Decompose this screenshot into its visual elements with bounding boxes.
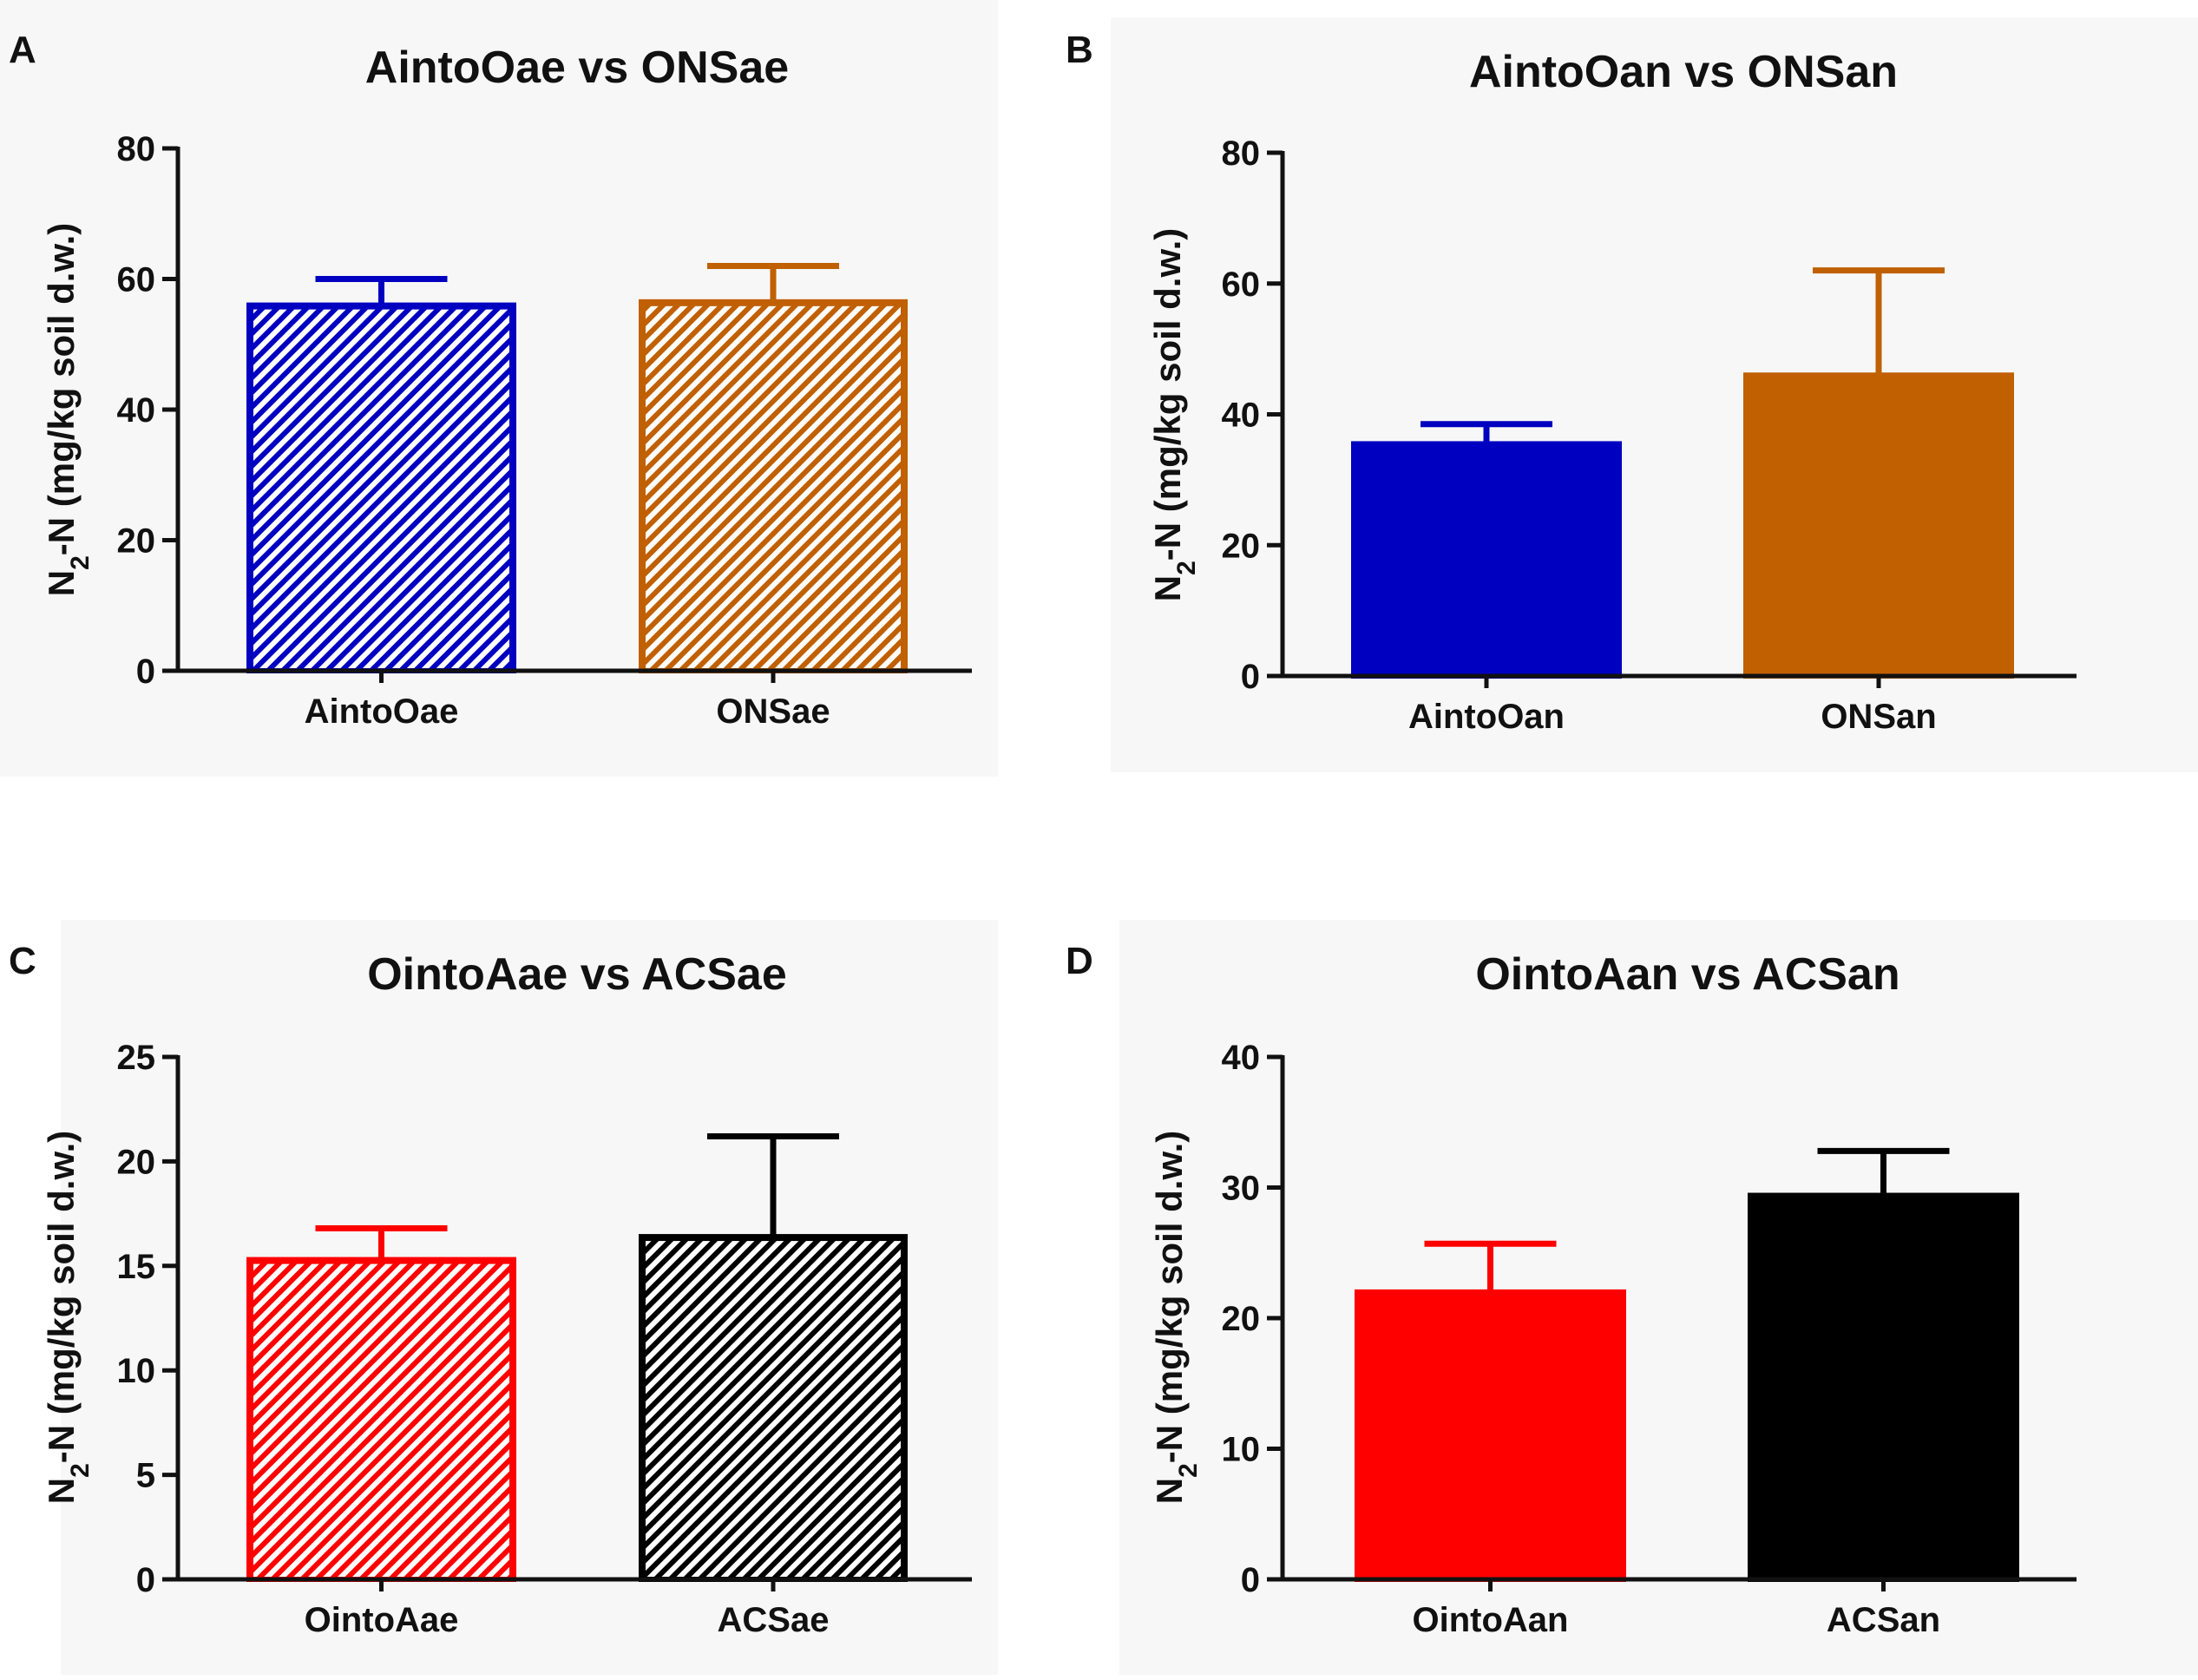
bar-hatch — [253, 309, 509, 668]
x-tick-label: AintoOan — [1408, 698, 1565, 736]
y-axis-label: N2-N (mg/kg soil d.w.) — [41, 1131, 95, 1504]
y-axis-label: N2-N (mg/kg soil d.w.) — [41, 223, 95, 596]
y-tick-label: 25 — [117, 1039, 156, 1077]
x-tick-label: ACSae — [718, 1601, 830, 1639]
chart-panel-a: A AintoOae vs ONSae AintoOae ONSae 0 20 40 60 80… — [9, 29, 972, 731]
y-tick-label: 0 — [1241, 658, 1260, 696]
y-tick-label: 0 — [136, 1561, 155, 1599]
bar — [1355, 1289, 1626, 1583]
chart-title: AintoOan vs ONSan — [1469, 47, 1898, 97]
y-tick-label: 40 — [1222, 397, 1261, 435]
x-tick-label: ACSan — [1827, 1601, 1940, 1639]
x-tick-label: ONSae — [716, 692, 830, 731]
chart-title: OintoAan vs ACSan — [1475, 949, 1899, 1000]
y-tick-label: 40 — [1222, 1039, 1261, 1077]
y-tick-label: 20 — [117, 1143, 156, 1181]
y-tick-label: 80 — [117, 130, 156, 168]
y-tick-label: 60 — [1222, 266, 1261, 304]
chart-title: OintoAae vs ACSae — [367, 949, 787, 1000]
y-tick-label: 30 — [1222, 1170, 1261, 1208]
chart-panel-d: D OintoAan vs ACSan OintoAan ACSan 0 10 20 30 40… — [1066, 940, 2077, 1639]
bar — [1743, 372, 2014, 679]
chart-panel-c: C OintoAae vs ACSae OintoAae ACSae 0 5 10 15 20 2… — [9, 940, 972, 1639]
panel-letter: B — [1066, 29, 1093, 71]
y-tick-label: 20 — [1222, 527, 1261, 565]
y-tick-label: 10 — [1222, 1431, 1261, 1469]
x-tick-label: OintoAae — [305, 1601, 459, 1639]
y-tick-label: 20 — [117, 522, 156, 561]
bar — [1748, 1192, 2019, 1583]
y-tick-label: 5 — [136, 1457, 155, 1495]
x-tick-label: ONSan — [1821, 698, 1936, 736]
y-tick-label: 0 — [1241, 1561, 1260, 1599]
y-tick-label: 0 — [136, 653, 155, 691]
panel-letter: D — [1066, 940, 1093, 982]
y-tick-label: 20 — [1222, 1300, 1261, 1338]
y-tick-label: 10 — [117, 1352, 156, 1390]
bar-hatch — [646, 305, 901, 668]
panel-letter: A — [9, 29, 36, 71]
x-tick-label: OintoAan — [1413, 1601, 1569, 1639]
y-tick-label: 80 — [1222, 135, 1261, 173]
panel-letter: C — [9, 940, 36, 982]
chart-title: AintoOae vs ONSae — [365, 43, 789, 93]
x-tick-label: AintoOae — [305, 692, 459, 731]
bar-hatch — [646, 1241, 901, 1577]
y-axis-label: N2-N (mg/kg soil d.w.) — [1149, 1131, 1203, 1504]
y-tick-label: 15 — [117, 1248, 156, 1286]
bar-hatch — [253, 1263, 509, 1577]
y-tick-label: 60 — [117, 261, 156, 299]
y-tick-label: 40 — [117, 391, 156, 430]
chart-panel-b: B AintoOan vs ONSan AintoOan ONSan 0 20 40 60 80… — [1066, 29, 2077, 736]
bar — [1351, 441, 1622, 679]
y-axis-label: N2-N (mg/kg soil d.w.) — [1147, 228, 1201, 601]
